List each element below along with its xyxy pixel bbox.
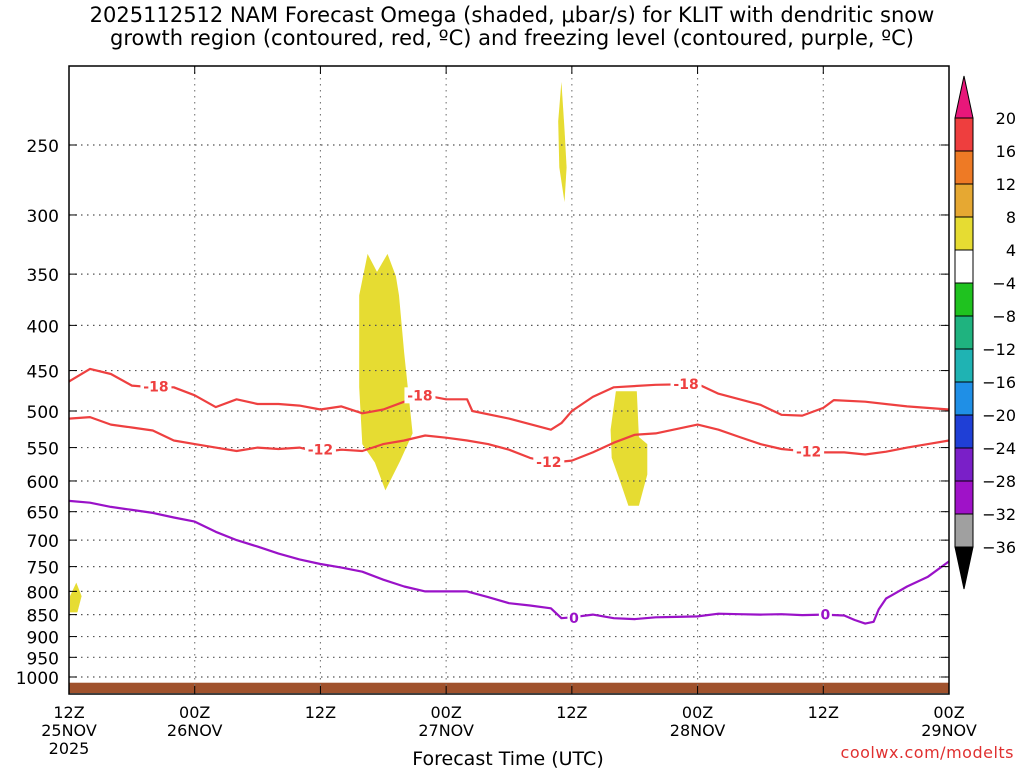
x-tick-label-6-1: 12Z bbox=[808, 703, 839, 722]
colorbar-label-9: −20 bbox=[982, 406, 1016, 425]
x-tick-label-0-1: 12Z bbox=[53, 703, 84, 722]
omega-region-400 bbox=[359, 253, 413, 491]
contour-label-2: -18 bbox=[673, 377, 698, 393]
chart-title: 2025112512 NAM Forecast Omega (shaded, μ… bbox=[0, 4, 1024, 50]
colorbar-box-13 bbox=[954, 513, 974, 548]
colorbar-box-5 bbox=[954, 249, 974, 284]
terrain-layer bbox=[69, 682, 949, 693]
contour-label-4: -12 bbox=[536, 455, 561, 471]
contour-line-0 bbox=[68, 367, 950, 431]
y-tick-label-1000: 1000 bbox=[16, 669, 59, 689]
y-tick-label-250: 250 bbox=[27, 137, 59, 157]
contour-label-7: 0 bbox=[821, 608, 831, 624]
y-tick-label-450: 450 bbox=[27, 363, 59, 383]
colorbar-label-0: 20 bbox=[996, 109, 1016, 128]
x-tick-label-5-2: 28NOV bbox=[670, 721, 726, 740]
contour-label-1: -18 bbox=[407, 388, 432, 404]
contour-label-0: -18 bbox=[143, 379, 168, 395]
x-tick-label-4-1: 12Z bbox=[556, 703, 587, 722]
colorbar-box-9 bbox=[954, 381, 974, 416]
chart-title-line-1: 2025112512 NAM Forecast Omega (shaded, μ… bbox=[89, 3, 935, 27]
colorbar-label-13: −36 bbox=[982, 538, 1016, 557]
plot-frame bbox=[68, 65, 950, 695]
contour-label-bg-5 bbox=[793, 443, 825, 460]
x-tick-label-7-2: 29NOV bbox=[921, 721, 977, 740]
colorbar-label-5: −4 bbox=[992, 274, 1016, 293]
x-tick-label-3-1: 00Z bbox=[430, 703, 461, 722]
y-tick-label-550: 550 bbox=[27, 440, 59, 460]
x-tick-label-0-2: 25NOV bbox=[41, 721, 97, 740]
x-tick-label-3-2: 27NOV bbox=[418, 721, 474, 740]
colorbar-label-11: −28 bbox=[982, 472, 1016, 491]
contour-label-bg-2 bbox=[670, 375, 702, 392]
y-tick-label-700: 700 bbox=[27, 532, 59, 552]
x-tick-label-1-2: 26NOV bbox=[167, 721, 223, 740]
colorbar-label-3: 8 bbox=[1006, 208, 1016, 227]
colorbar-label-4: 4 bbox=[1006, 241, 1016, 260]
colorbar-label-10: −24 bbox=[982, 439, 1016, 458]
y-tick-label-400: 400 bbox=[27, 317, 59, 337]
x-tick-label-0-3: 2025 bbox=[49, 739, 90, 758]
contour-label-bg-4 bbox=[533, 453, 565, 470]
omega-shading-layer bbox=[70, 81, 648, 613]
colorbar-box-2 bbox=[954, 150, 974, 185]
colorbar-arrow-bottom bbox=[954, 546, 974, 590]
colorbar-box-4 bbox=[954, 216, 974, 251]
colorbar-label-2: 12 bbox=[996, 175, 1016, 194]
y-tick-label-300: 300 bbox=[27, 207, 59, 227]
colorbar-box-8 bbox=[954, 348, 974, 383]
colorbar-label-6: −8 bbox=[992, 307, 1016, 326]
colorbar-box-11 bbox=[954, 447, 974, 482]
colorbar-label-1: 16 bbox=[996, 142, 1016, 161]
contour-label-bg-7 bbox=[818, 606, 832, 623]
grid-layer bbox=[69, 66, 949, 694]
contour-label-5: -12 bbox=[796, 445, 821, 461]
y-tick-label-850: 850 bbox=[27, 607, 59, 627]
x-tick-label-7-1: 00Z bbox=[933, 703, 964, 722]
chart-title-line-2: growth region (contoured, red, ºC) and f… bbox=[110, 26, 914, 50]
colorbar-arrow-top bbox=[954, 75, 974, 119]
contour-line-2 bbox=[68, 499, 950, 625]
x-tick-label-5-1: 00Z bbox=[682, 703, 713, 722]
contour-lines-layer bbox=[68, 367, 950, 625]
contour-label-bg-3 bbox=[304, 441, 336, 458]
x-axis-label: Forecast Time (UTC) bbox=[412, 748, 603, 768]
pressure-axis: 2503003504004505005506006507007508008509… bbox=[16, 137, 949, 689]
colorbar-label-7: −12 bbox=[982, 340, 1016, 359]
contour-label-bg-1 bbox=[404, 387, 436, 404]
credit-text: coolwx.com/modelts bbox=[840, 743, 1014, 762]
y-tick-label-800: 800 bbox=[27, 583, 59, 603]
colorbar-box-6 bbox=[954, 282, 974, 317]
omega-region-550 bbox=[610, 391, 648, 506]
contour-label-bg-6 bbox=[567, 610, 581, 627]
contour-label-6: 0 bbox=[569, 611, 579, 627]
colorbar-box-12 bbox=[954, 480, 974, 515]
y-tick-label-750: 750 bbox=[27, 559, 59, 579]
y-tick-label-900: 900 bbox=[27, 629, 59, 649]
omega-region-800 bbox=[70, 582, 82, 613]
y-tick-label-600: 600 bbox=[27, 473, 59, 493]
colorbar-box-1 bbox=[954, 117, 974, 152]
x-tick-label-2-1: 12Z bbox=[305, 703, 336, 722]
y-tick-label-650: 650 bbox=[27, 504, 59, 524]
omega-region-250 bbox=[558, 81, 567, 202]
colorbar-box-7 bbox=[954, 315, 974, 350]
colorbar: 20 16 12 8 4 −4 −8 −12 −16 −20 −24 −28 −32 −36 bbox=[954, 75, 1016, 590]
y-tick-label-950: 950 bbox=[27, 649, 59, 669]
x-tick-label-1-1: 00Z bbox=[179, 703, 210, 722]
colorbar-box-10 bbox=[954, 414, 974, 449]
colorbar-box-3 bbox=[954, 183, 974, 218]
contour-label-bg-0 bbox=[140, 378, 172, 395]
terrain-band bbox=[69, 682, 949, 693]
y-tick-label-350: 350 bbox=[27, 266, 59, 286]
y-tick-label-500: 500 bbox=[27, 403, 59, 423]
colorbar-label-8: −16 bbox=[982, 373, 1016, 392]
contour-label-3: -12 bbox=[308, 443, 333, 459]
colorbar-label-12: −32 bbox=[982, 505, 1016, 524]
contour-labels-layer: -18 -18 -18 -12 -12 -12 0 0 bbox=[140, 375, 832, 627]
